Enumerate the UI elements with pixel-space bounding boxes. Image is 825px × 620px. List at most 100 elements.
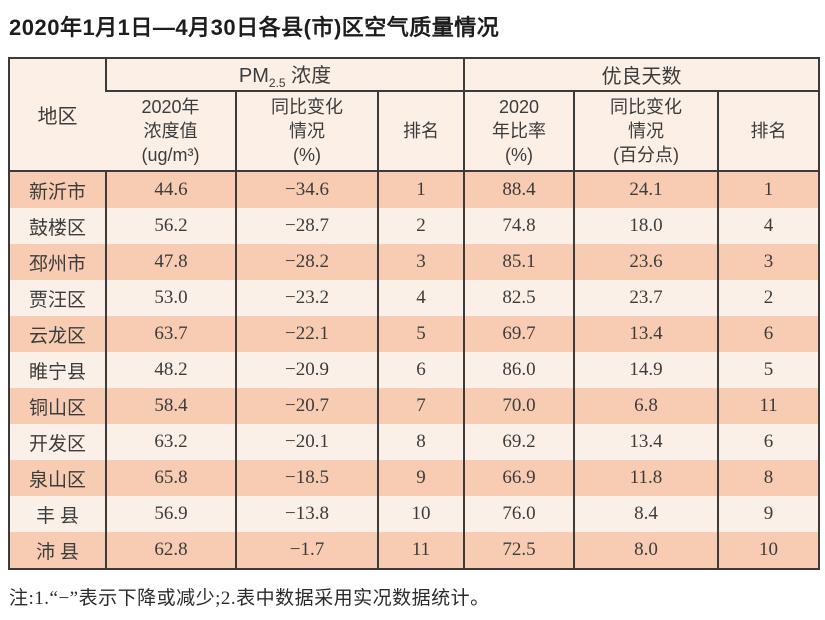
table-body: 新沂市 44.6 −34.6 1 88.4 24.1 1 鼓楼区 56.2 −2…	[9, 171, 820, 569]
cell-good-change: 13.4	[573, 316, 719, 352]
sub-header-row: 2020年 浓度值 (ug/m³) 同比变化 情况 (%) 排名 2020 年比…	[9, 91, 820, 172]
col-group-good-days: 优良天数	[463, 58, 820, 92]
cell-pm-value: 47.8	[105, 244, 236, 280]
cell-good-change: 14.9	[573, 352, 719, 388]
cell-pm-value: 58.4	[105, 388, 236, 424]
cell-good-rank: 3	[717, 244, 820, 280]
table-row: 云龙区 63.7 −22.1 5 69.7 13.4 6	[9, 316, 820, 352]
cell-good-change: 8.0	[573, 532, 719, 569]
cell-good-ratio: 82.5	[463, 280, 575, 316]
cell-pm-change: −20.7	[235, 388, 378, 424]
cell-good-rank: 6	[717, 316, 820, 352]
cell-good-ratio: 69.7	[463, 316, 575, 352]
table-row: 丰 县 56.9 −13.8 10 76.0 8.4 9	[9, 496, 820, 532]
cell-pm-value: 56.9	[105, 496, 236, 532]
cell-pm-value: 44.6	[105, 171, 236, 208]
table-header: 地区 PM2.5 浓度 优良天数 2020年 浓度值 (ug/m³) 同比变化 …	[9, 58, 820, 172]
cell-pm-value: 63.2	[105, 424, 236, 460]
table-row: 睢宁县 48.2 −20.9 6 86.0 14.9 5	[9, 352, 820, 388]
cell-pm-rank: 2	[376, 208, 465, 244]
cell-pm-change: −23.2	[235, 280, 378, 316]
table-row: 鼓楼区 56.2 −28.7 2 74.8 18.0 4	[9, 208, 820, 244]
cell-pm-rank: 4	[376, 280, 465, 316]
cell-good-change: 13.4	[573, 424, 719, 460]
cell-pm-change: −1.7	[235, 532, 378, 569]
col-header-good-change: 同比变化 情况 (百分点)	[573, 91, 719, 172]
cell-pm-rank: 11	[376, 532, 465, 569]
cell-good-rank: 1	[717, 171, 820, 208]
cell-pm-change: −18.5	[235, 460, 378, 496]
col-header-good-ratio: 2020 年比率 (%)	[463, 91, 575, 172]
air-quality-table: 地区 PM2.5 浓度 优良天数 2020年 浓度值 (ug/m³) 同比变化 …	[8, 57, 821, 570]
cell-good-rank: 4	[717, 208, 820, 244]
cell-region: 贾汪区	[28, 289, 86, 311]
cell-good-change: 23.7	[573, 280, 719, 316]
cell-region: 沛 县	[36, 541, 79, 563]
pm25-label-suffix: 浓度	[285, 65, 332, 87]
col-header-pm-rank: 排名	[376, 91, 465, 172]
cell-good-change: 11.8	[573, 460, 719, 496]
cell-good-rank: 6	[717, 424, 820, 460]
cell-pm-value: 56.2	[105, 208, 236, 244]
cell-pm-change: −34.6	[235, 171, 378, 208]
page-title: 2020年1月1日—4月30日各县(市)区空气质量情况	[9, 15, 500, 40]
cell-good-change: 24.1	[573, 171, 719, 208]
cell-pm-change: −20.9	[235, 352, 378, 388]
cell-pm-rank: 5	[376, 316, 465, 352]
cell-pm-value: 53.0	[105, 280, 236, 316]
cell-good-ratio: 88.4	[463, 171, 575, 208]
col-header-good-rank: 排名	[717, 91, 820, 172]
cell-good-change: 8.4	[573, 496, 719, 532]
cell-pm-change: −13.8	[235, 496, 378, 532]
cell-good-ratio: 76.0	[463, 496, 575, 532]
table-row: 邳州市 47.8 −28.2 3 85.1 23.6 3	[9, 244, 820, 280]
cell-region: 丰 县	[36, 505, 79, 527]
cell-good-rank: 10	[717, 532, 820, 569]
cell-pm-rank: 9	[376, 460, 465, 496]
cell-region: 新沂市	[28, 181, 86, 203]
cell-good-ratio: 85.1	[463, 244, 575, 280]
cell-region: 铜山区	[28, 397, 86, 419]
cell-good-change: 23.6	[573, 244, 719, 280]
cell-pm-change: −28.2	[235, 244, 378, 280]
cell-good-ratio: 86.0	[463, 352, 575, 388]
cell-good-rank: 2	[717, 280, 820, 316]
col-header-region: 地区	[9, 58, 106, 172]
cell-region: 云龙区	[28, 325, 86, 347]
cell-pm-value: 48.2	[105, 352, 236, 388]
pm25-label-subscript: 2.5	[268, 76, 286, 90]
cell-pm-rank: 10	[376, 496, 465, 532]
cell-pm-rank: 6	[376, 352, 465, 388]
cell-good-change: 6.8	[573, 388, 719, 424]
group-header-row: 地区 PM2.5 浓度 优良天数	[9, 58, 820, 172]
cell-pm-value: 63.7	[105, 316, 236, 352]
cell-pm-change: −22.1	[235, 316, 378, 352]
pm25-label-prefix: PM	[238, 65, 269, 87]
cell-good-ratio: 66.9	[463, 460, 575, 496]
footnote: 注:1.“−”表示下降或减少;2.表中数据采用实况数据统计。	[9, 588, 490, 609]
cell-pm-rank: 1	[376, 171, 465, 208]
cell-region: 邳州市	[28, 253, 86, 275]
cell-good-rank: 5	[717, 352, 820, 388]
cell-region: 泉山区	[28, 469, 86, 491]
table-row: 沛 县 62.8 −1.7 11 72.5 8.0 10	[9, 532, 820, 569]
cell-good-change: 18.0	[573, 208, 719, 244]
table-row: 贾汪区 53.0 −23.2 4 82.5 23.7 2	[9, 280, 820, 316]
cell-pm-change: −28.7	[235, 208, 378, 244]
cell-good-rank: 11	[717, 388, 820, 424]
cell-region: 开发区	[28, 433, 86, 455]
cell-pm-value: 65.8	[105, 460, 236, 496]
cell-pm-rank: 3	[376, 244, 465, 280]
cell-good-ratio: 69.2	[463, 424, 575, 460]
table-row: 开发区 63.2 −20.1 8 69.2 13.4 6	[9, 424, 820, 460]
col-group-pm25: PM2.5 浓度	[104, 58, 465, 92]
cell-pm-rank: 8	[376, 424, 465, 460]
table-row: 泉山区 65.8 −18.5 9 66.9 11.8 8	[9, 460, 820, 496]
table-row: 新沂市 44.6 −34.6 1 88.4 24.1 1	[9, 171, 820, 208]
cell-region: 睢宁县	[28, 361, 86, 383]
cell-good-ratio: 70.0	[463, 388, 575, 424]
cell-good-ratio: 74.8	[463, 208, 575, 244]
cell-good-rank: 8	[717, 460, 820, 496]
cell-pm-change: −20.1	[235, 424, 378, 460]
